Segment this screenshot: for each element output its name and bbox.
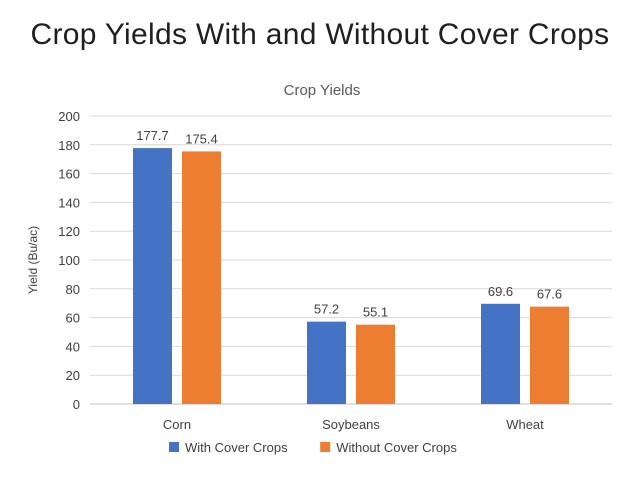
x-tick-label: Wheat: [506, 417, 544, 432]
y-axis-ticks: 0 20 40 60 80 100 120 140 160 180 200: [58, 109, 80, 412]
y-tick-label: 20: [66, 368, 80, 383]
legend-swatch: [169, 442, 179, 452]
legend: With Cover Crops Without Cover Crops: [169, 440, 457, 455]
gridlines: [90, 115, 612, 405]
data-label: 69.6: [488, 284, 513, 299]
legend-swatch: [320, 442, 331, 452]
chart-title: Crop Yields: [284, 82, 361, 99]
y-tick-label: 80: [66, 282, 80, 297]
legend-label: With Cover Crops: [185, 440, 288, 455]
bar: [133, 148, 172, 404]
data-label: 67.6: [537, 287, 562, 302]
data-labels: 177.7 175.4 57.2 55.1 69.6 67.6: [136, 128, 562, 320]
bar: [307, 321, 346, 404]
bars: [133, 148, 569, 404]
x-axis-ticks: Corn Soybeans Wheat: [163, 417, 544, 432]
y-axis-label: Yield (Bu/ac): [26, 226, 40, 294]
y-tick-label: 160: [58, 167, 80, 182]
data-label: 55.1: [363, 305, 388, 320]
y-tick-label: 40: [66, 339, 80, 354]
y-tick-label: 180: [58, 138, 80, 153]
y-tick-label: 0: [73, 397, 80, 412]
y-tick-label: 60: [66, 311, 80, 326]
bar: [481, 303, 520, 404]
x-tick-label: Soybeans: [322, 417, 380, 432]
bar: [182, 151, 221, 404]
legend-label: Without Cover Crops: [336, 440, 457, 455]
x-tick-label: Corn: [163, 417, 191, 432]
data-label: 177.7: [136, 128, 169, 143]
slide-title: Crop Yields With and Without Cover Crops: [30, 18, 610, 51]
data-label: 57.2: [314, 302, 339, 317]
bar: [356, 324, 395, 404]
data-label: 175.4: [185, 131, 218, 146]
y-tick-label: 120: [58, 224, 80, 239]
bar: [530, 306, 569, 404]
y-tick-label: 100: [58, 253, 80, 268]
y-tick-label: 140: [58, 195, 80, 210]
y-tick-label: 200: [58, 109, 80, 124]
